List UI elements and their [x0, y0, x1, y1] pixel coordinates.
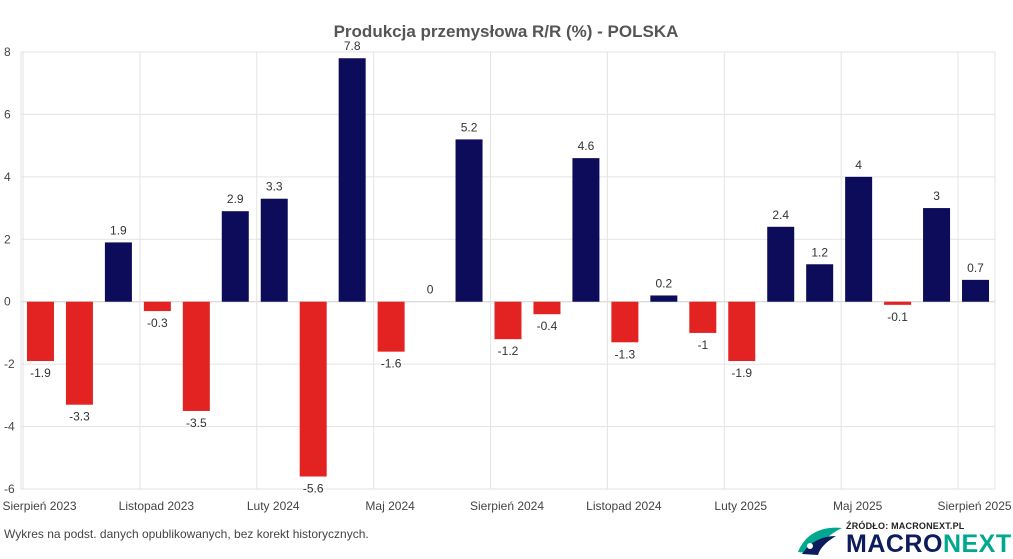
x-tick-label: Luty 2025 — [714, 499, 767, 513]
brand-part-2: NEXT — [942, 530, 1012, 558]
bar — [923, 208, 951, 302]
data-label: -3.3 — [69, 410, 90, 424]
bar — [65, 301, 93, 405]
x-tick-label: Luty 2024 — [247, 499, 300, 513]
x-tick-label: Sierpień 2025 — [937, 499, 1011, 513]
x-tick-label: Maj 2025 — [833, 499, 883, 513]
data-label: -0.1 — [887, 310, 908, 324]
data-label: 3.3 — [266, 180, 283, 194]
bar — [533, 301, 561, 315]
bar — [455, 139, 483, 302]
data-labels: -1.9 -3.3 1.9 -0.3 -3.5 2.9 3.3 -5.6 7.8 -1.6 0 5.2… — [30, 39, 984, 495]
source-label: ŹRÓDŁO: MACRONEXT.PL — [846, 521, 965, 531]
bar — [143, 301, 171, 312]
y-tick-label: 6 — [4, 107, 11, 121]
data-label: -1.9 — [731, 366, 752, 380]
bar — [377, 301, 405, 352]
bar — [884, 301, 912, 305]
data-label: 7.8 — [344, 39, 361, 53]
bar — [26, 301, 54, 362]
data-label: 3 — [933, 189, 940, 203]
bar — [572, 158, 600, 302]
y-tick-label: 0 — [4, 295, 11, 309]
bar — [260, 198, 288, 302]
data-label: 2.4 — [772, 208, 789, 222]
brand-part-1: MACRO — [846, 530, 943, 558]
bar — [845, 176, 873, 302]
y-tick-label: -6 — [4, 482, 15, 496]
footnote: Wykres na podst. danych opublikowanych, … — [4, 527, 369, 541]
x-tick-label: Listopad 2024 — [586, 499, 662, 513]
bar — [299, 301, 327, 477]
brand-name: MACRONEXT — [846, 530, 1012, 558]
x-tick-label: Listopad 2023 — [119, 499, 195, 513]
data-label: -1.6 — [381, 357, 402, 371]
data-label: 0.7 — [967, 261, 984, 275]
bars — [26, 58, 990, 477]
data-label: -1 — [697, 338, 708, 352]
bar — [494, 301, 522, 340]
data-label: -1.9 — [30, 366, 51, 380]
x-tick-label: Sierpień 2024 — [470, 499, 544, 513]
data-label: 2.9 — [227, 192, 244, 206]
x-axis-ticks: Sierpień 2023 Listopad 2023 Luty 2024 Maj 2… — [2, 499, 1011, 513]
data-label: -5.6 — [303, 482, 324, 496]
y-axis-ticks: 8 6 4 2 0 -2 -4 -6 — [4, 45, 15, 496]
x-tick-label: Sierpień 2023 — [2, 499, 76, 513]
bar — [104, 242, 132, 302]
data-label: 5.2 — [461, 120, 478, 134]
macronext-logo-icon — [798, 527, 842, 555]
bar-chart: Produkcja przemysłowa R/R (%) - POLSKA 8… — [2, 22, 1011, 513]
data-label: -3.5 — [186, 416, 207, 430]
data-label: -0.4 — [537, 319, 558, 333]
bar — [962, 279, 990, 302]
data-label: 1.9 — [110, 223, 127, 237]
data-label: -1.3 — [615, 347, 636, 361]
y-tick-label: 4 — [4, 170, 11, 184]
bar — [338, 58, 366, 302]
bar — [650, 295, 678, 302]
data-label: 0.2 — [655, 276, 672, 290]
y-tick-label: -2 — [4, 357, 15, 371]
data-label: 0 — [427, 283, 434, 297]
data-label: 4.6 — [578, 139, 595, 153]
bar — [767, 226, 795, 302]
data-label: 1.2 — [811, 245, 828, 259]
x-tick-label: Maj 2024 — [365, 499, 415, 513]
bar — [182, 301, 210, 411]
chart-title: Produkcja przemysłowa R/R (%) - POLSKA — [334, 22, 679, 41]
bar — [221, 211, 249, 302]
data-label: -0.3 — [147, 316, 168, 330]
data-label: -1.2 — [498, 344, 519, 358]
bar — [689, 301, 717, 333]
data-label: 4 — [855, 158, 862, 172]
bar — [806, 264, 834, 302]
bar — [728, 301, 756, 362]
y-tick-label: -4 — [4, 420, 15, 434]
bar — [611, 301, 639, 343]
y-tick-label: 2 — [4, 232, 11, 246]
y-tick-label: 8 — [4, 45, 11, 59]
macronext-logo: ŹRÓDŁO: MACRONEXT.PL MACRONEXT — [796, 518, 1011, 558]
